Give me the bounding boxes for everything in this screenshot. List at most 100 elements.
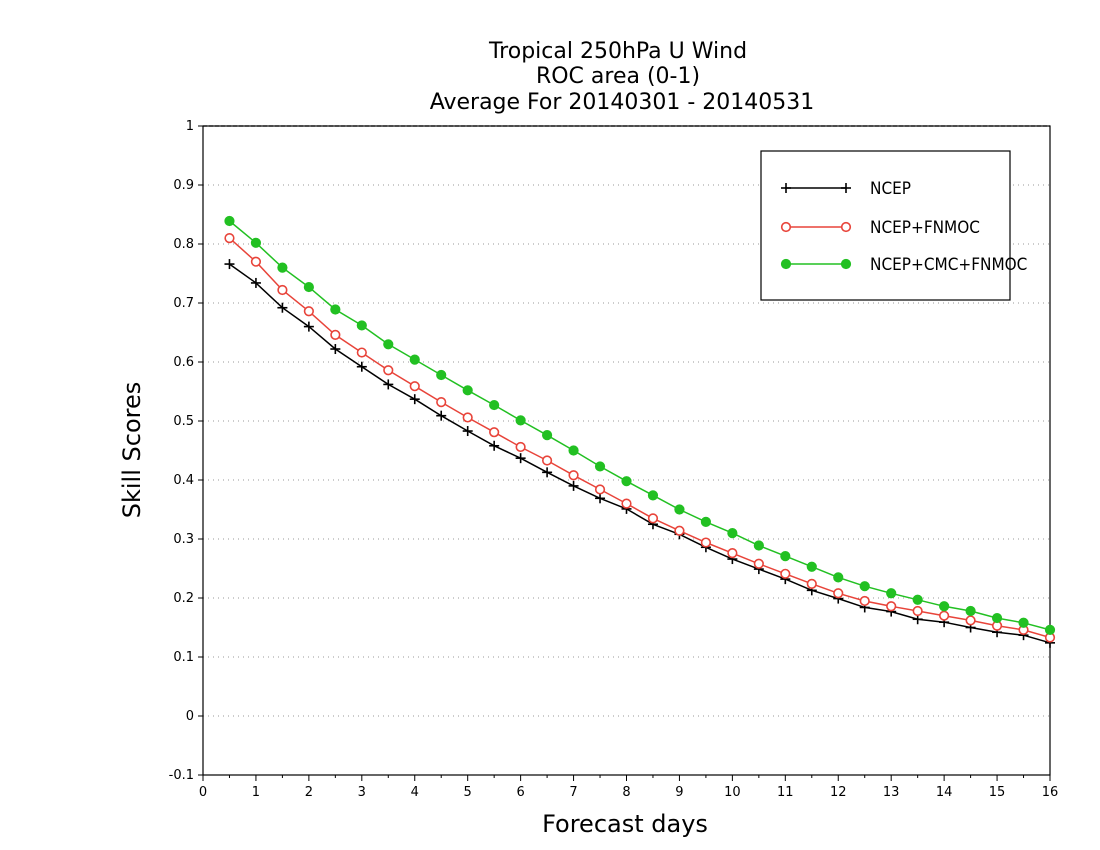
x-tick-label: 13 bbox=[883, 785, 900, 800]
data-point bbox=[780, 568, 791, 579]
data-point bbox=[515, 453, 526, 464]
x-tick-label: 2 bbox=[305, 785, 313, 800]
data-point bbox=[277, 262, 288, 273]
legend: NCEP NCEP+FNMOC NCEP+CMC+FNMOC bbox=[760, 150, 1027, 301]
data-point bbox=[383, 379, 394, 390]
series-lines bbox=[224, 215, 1056, 648]
data-point bbox=[991, 612, 1003, 624]
data-point bbox=[541, 455, 553, 466]
series-ncep-fnmoc bbox=[224, 233, 1056, 643]
data-point bbox=[859, 581, 870, 592]
data-point bbox=[303, 321, 314, 332]
data-point bbox=[489, 440, 500, 451]
legend-label: NCEP bbox=[870, 179, 911, 199]
data-point bbox=[674, 504, 685, 515]
data-point bbox=[621, 498, 632, 509]
data-point bbox=[833, 588, 844, 599]
data-point bbox=[727, 548, 738, 559]
x-tick-label: 5 bbox=[464, 785, 472, 800]
y-tick-label: 0.6 bbox=[173, 355, 194, 370]
x-tick-label: 0 bbox=[199, 785, 207, 800]
data-point bbox=[912, 594, 923, 605]
x-tick-label: 8 bbox=[622, 785, 630, 800]
data-point bbox=[594, 461, 606, 472]
data-point bbox=[647, 513, 659, 524]
data-point bbox=[356, 347, 367, 358]
data-point bbox=[489, 427, 500, 438]
data-point bbox=[409, 394, 420, 405]
series-line bbox=[229, 263, 1051, 644]
data-point bbox=[436, 410, 447, 421]
x-tick-label: 10 bbox=[724, 785, 741, 800]
data-point bbox=[224, 259, 235, 270]
data-point bbox=[780, 551, 791, 562]
data-point bbox=[621, 476, 632, 487]
data-point bbox=[356, 320, 367, 331]
data-point bbox=[330, 344, 341, 355]
data-point bbox=[912, 605, 923, 617]
x-tick-label: 3 bbox=[358, 785, 366, 800]
axes: -0.100.10.20.30.40.50.60.70.80.910 1 2 3 4 5 6… bbox=[169, 119, 1059, 800]
x-tick-label: 1 bbox=[252, 785, 260, 800]
y-tick-label: 0.1 bbox=[173, 650, 194, 665]
data-point bbox=[727, 528, 738, 539]
x-tick-label: 14 bbox=[936, 785, 953, 800]
x-tick-label: 12 bbox=[830, 785, 847, 800]
x-tick-label: 9 bbox=[675, 785, 683, 800]
data-point bbox=[965, 615, 976, 626]
data-point bbox=[383, 365, 394, 376]
data-point bbox=[939, 610, 950, 621]
legend-marker bbox=[780, 258, 792, 270]
x-tick-label: 15 bbox=[989, 785, 1006, 800]
legend-marker bbox=[840, 221, 852, 233]
legend-marker bbox=[781, 183, 791, 193]
y-tick-label: 0.5 bbox=[173, 414, 194, 429]
data-point bbox=[674, 525, 685, 536]
y-tick-label: 0.4 bbox=[173, 473, 194, 488]
data-point bbox=[250, 277, 261, 288]
chart-title: Tropical 250hPa U Wind ROC area (0-1) Av… bbox=[430, 39, 815, 115]
legend-entry: NCEP bbox=[781, 179, 911, 199]
data-point bbox=[409, 381, 420, 392]
x-tick-label: 16 bbox=[1042, 785, 1059, 800]
data-point bbox=[753, 540, 764, 551]
y-tick-label: 0.2 bbox=[173, 591, 194, 606]
y-tick-label: 0.7 bbox=[173, 296, 194, 311]
x-tick-label: 7 bbox=[569, 785, 577, 800]
y-tick-label: 0 bbox=[186, 709, 194, 724]
data-point bbox=[303, 281, 314, 293]
data-point bbox=[1044, 624, 1056, 635]
legend-entry: NCEP+FNMOC bbox=[780, 218, 980, 238]
title-line-3: Average For 20140301 - 20140531 bbox=[430, 90, 815, 115]
x-axis-title: Forecast days bbox=[542, 810, 708, 838]
data-point bbox=[489, 399, 500, 411]
legend-marker bbox=[841, 183, 851, 193]
legend-box bbox=[760, 150, 1011, 301]
data-point bbox=[436, 369, 447, 381]
data-point bbox=[277, 302, 288, 313]
data-point bbox=[753, 558, 764, 569]
data-point bbox=[250, 256, 262, 267]
data-point bbox=[515, 415, 526, 426]
y-axis-title: Skill Scores bbox=[118, 382, 146, 519]
y-tick-label: 0.9 bbox=[173, 178, 194, 193]
y-tick-label: -0.1 bbox=[169, 768, 194, 783]
data-point bbox=[647, 490, 659, 501]
x-tick-label: 6 bbox=[516, 785, 524, 800]
data-point bbox=[568, 470, 579, 481]
data-point bbox=[886, 588, 897, 599]
data-point bbox=[886, 601, 897, 612]
data-point bbox=[436, 397, 447, 408]
legend-entry: NCEP+CMC+FNMOC bbox=[780, 255, 1027, 275]
data-point bbox=[462, 412, 473, 423]
data-point bbox=[568, 445, 579, 456]
data-point bbox=[542, 467, 553, 478]
data-point bbox=[541, 430, 553, 441]
title-line-2: ROC area (0-1) bbox=[536, 64, 700, 89]
data-point bbox=[277, 284, 288, 296]
data-point bbox=[356, 361, 367, 372]
data-point bbox=[224, 215, 235, 227]
data-point bbox=[224, 233, 235, 244]
title-line-1: Tropical 250hPa U Wind bbox=[488, 39, 747, 64]
